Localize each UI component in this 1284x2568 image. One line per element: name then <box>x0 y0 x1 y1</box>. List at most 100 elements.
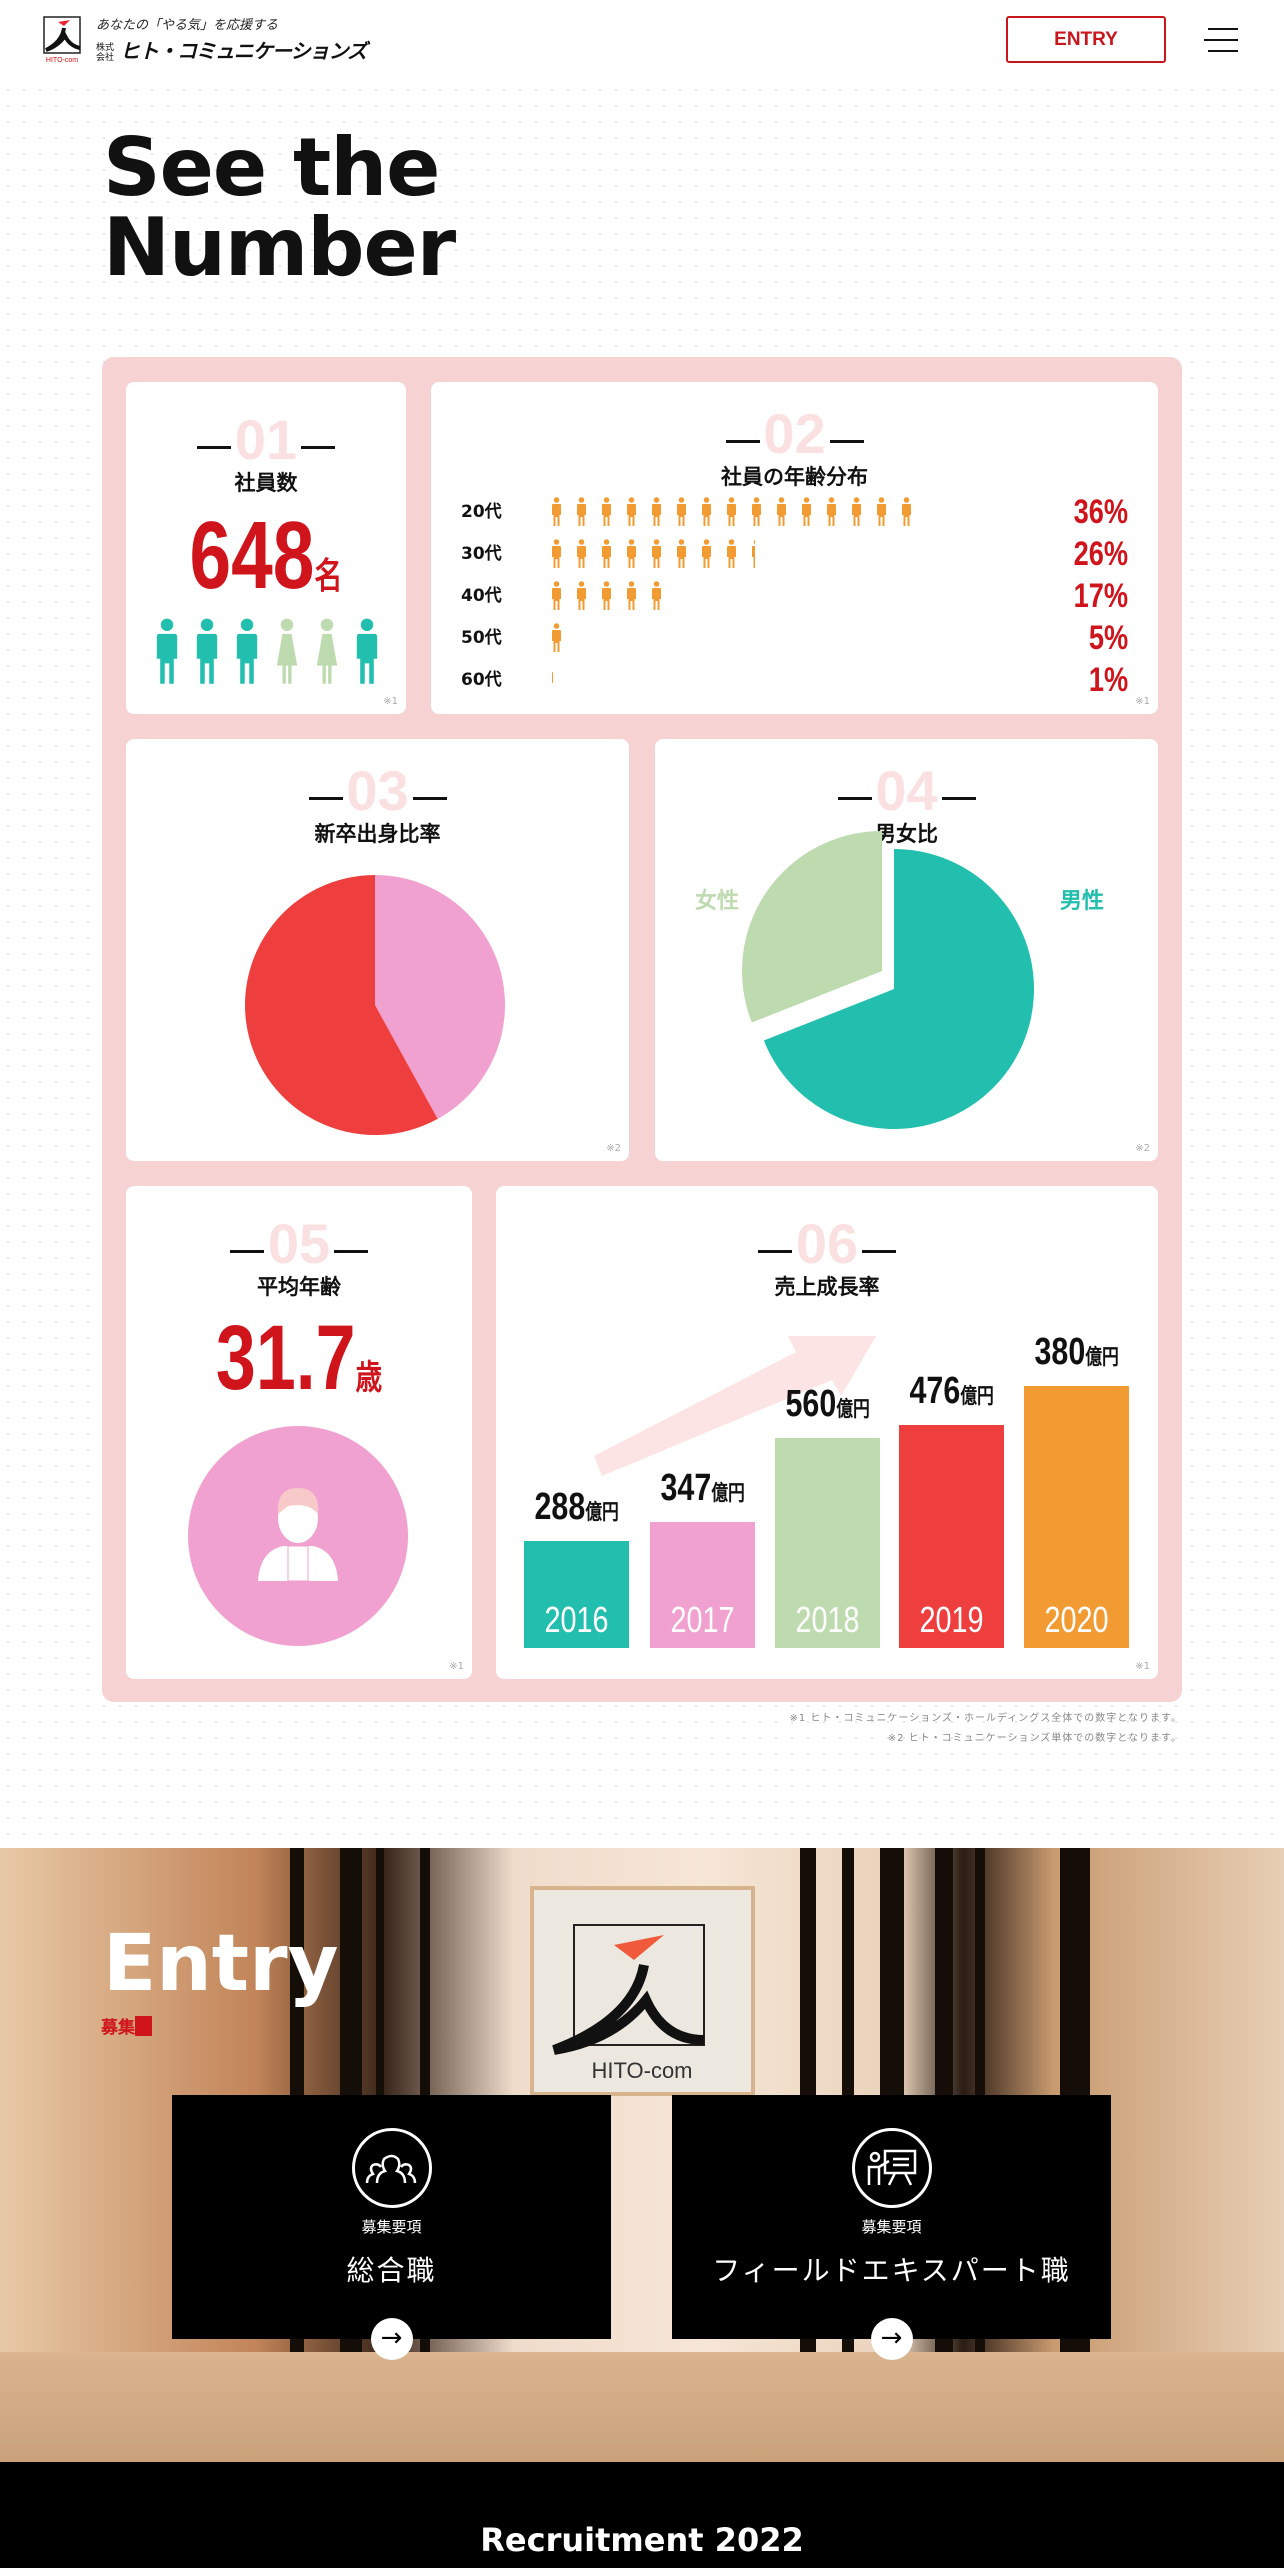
person-icons <box>547 497 1060 527</box>
person-icon <box>622 581 641 611</box>
bar-value-label: 476億円 <box>909 1370 994 1412</box>
person-icon <box>597 497 616 527</box>
card-title: 社員数 <box>234 471 298 495</box>
person-icon <box>747 539 755 569</box>
person-icons <box>547 581 1060 611</box>
page-title: See the Number <box>103 128 456 288</box>
bar-year-label: 2020 <box>1044 1599 1109 1640</box>
hito-logo-icon: HITO-com <box>43 16 81 64</box>
logo-text: HITO-com <box>46 57 78 64</box>
employee-figures <box>152 618 382 690</box>
bar-value-label: 560億円 <box>785 1383 870 1425</box>
person-icon <box>797 497 816 527</box>
person-icon <box>672 539 691 569</box>
unit-label: 歳 <box>355 1359 383 1397</box>
footer-text: Recruitment 2022 <box>480 2521 804 2559</box>
entry-title: Entry <box>103 1919 339 2009</box>
tagline: あなたの「やる気」を応援する <box>96 17 279 33</box>
person-icons <box>547 623 1079 653</box>
title-line-2: Number <box>103 201 456 294</box>
age-label: 30代 <box>461 544 502 564</box>
group-icon <box>351 2128 432 2208</box>
footnote-2: ※2 ヒト・コミュニケーションズ単体での数字となります。 <box>887 1733 1182 1744</box>
bar-year-label: 2019 <box>919 1599 984 1640</box>
pie-slice <box>375 875 506 1119</box>
card-heading: 03 新卒出身比率 <box>126 763 629 847</box>
bar-value-label: 380億円 <box>1034 1331 1119 1373</box>
female-figure-icon <box>272 618 302 690</box>
bar-year-label: 2018 <box>795 1599 860 1640</box>
card-caption: 募集要項 <box>361 2218 422 2236</box>
card-number: 04 <box>875 759 938 822</box>
hito-com-sign: HITO-com <box>530 1886 755 2096</box>
card-age-distribution: 02 社員の年齢分布 20代 36% 30代 26% 40代 17% 50代 5% 60代 1% … <box>431 382 1158 714</box>
unit-label: 名 <box>314 555 343 596</box>
growth-arrow-icon <box>594 1336 876 1476</box>
card-average-age: 05 平均年齢 31.7歳 ※1 <box>126 1186 472 1679</box>
general-position-card[interactable]: 募集要項 総合職 → <box>172 2095 611 2360</box>
male-label: 男性 <box>1060 889 1105 914</box>
card-gender-ratio: 04 男女比 女性 男性 ※2 <box>655 739 1158 1161</box>
female-figure-icon <box>312 618 342 690</box>
bar-year-label: 2016 <box>544 1599 609 1640</box>
age-label: 60代 <box>461 670 502 690</box>
pie-slice <box>742 831 882 1023</box>
age-row: 30代 26% <box>461 536 1128 572</box>
age-percent: 36% <box>1073 493 1128 531</box>
person-icon <box>672 497 691 527</box>
age-percent: 17% <box>1073 577 1128 615</box>
age-row: 60代 1% <box>461 662 1128 698</box>
male-figure-icon <box>352 618 382 690</box>
person-icon <box>572 581 591 611</box>
card-title: 新卒出身比率 <box>314 822 441 846</box>
person-icon <box>597 581 616 611</box>
person-icons <box>547 539 1060 569</box>
footnote-mark: ※2 <box>1135 1143 1150 1154</box>
bar-2017: 347億円 2017 <box>650 1467 755 1648</box>
person-icons <box>547 665 1079 695</box>
bar-2019: 476億円 2019 <box>899 1370 1004 1648</box>
company-logo[interactable]: HITO-com あなたの「やる気」を応援する 株式会社 ヒト・コミュニケーション… <box>40 16 367 64</box>
person-icon <box>622 497 641 527</box>
field-expert-position-card[interactable]: 募集要項 フィールドエキスパート職 → <box>672 2095 1111 2360</box>
card-heading: 06 売上成長率 <box>496 1216 1158 1300</box>
card-number: 01 <box>234 408 298 471</box>
footnote-mark: ※1 <box>1135 696 1150 707</box>
person-icon <box>722 539 741 569</box>
person-icon <box>772 497 791 527</box>
bar-2020: 380億円 2020 <box>1024 1331 1129 1648</box>
person-icon <box>572 539 591 569</box>
arrow-right-icon[interactable]: → <box>870 2318 913 2360</box>
footnote-mark: ※1 <box>383 696 398 707</box>
footnote-1: ※1 ヒト・コミュニケーションズ・ホールディングス全体での数字となります。 <box>789 1713 1182 1724</box>
person-icon <box>722 497 741 527</box>
entry-button[interactable]: ENTRY <box>1006 16 1166 63</box>
person-icon <box>647 581 666 611</box>
person-icon <box>647 539 666 569</box>
bar-value-label: 288億円 <box>534 1486 619 1528</box>
arrow-right-icon[interactable]: → <box>370 2318 413 2360</box>
person-icon <box>622 539 641 569</box>
hamburger-icon[interactable] <box>1204 28 1238 52</box>
gender-pie-chart <box>742 831 1034 1129</box>
person-icon <box>697 497 716 527</box>
new-grad-pie-chart <box>245 875 506 1135</box>
card-sales-growth: 06 売上成長率 288億円 2016 347億円 2017 560億円 2018 476億… <box>496 1186 1158 1679</box>
person-icon <box>747 497 766 527</box>
card-heading: 05 平均年齢 <box>126 1216 472 1300</box>
presenter-icon <box>851 2128 932 2208</box>
pie-slice <box>245 875 438 1135</box>
male-figure-icon <box>152 618 182 690</box>
age-percent: 1% <box>1088 661 1128 699</box>
person-icon <box>547 581 566 611</box>
person-icon <box>547 497 566 527</box>
card-employee-count: 01 社員数 648名 ※1 <box>126 382 406 714</box>
footnote-mark: ※1 <box>1135 1661 1150 1672</box>
site-header: HITO-com あなたの「やる気」を応援する 株式会社 ヒト・コミュニケーション… <box>0 0 1284 82</box>
card-label: フィールドエキスパート職 <box>712 2254 1071 2287</box>
card-number: 06 <box>795 1212 859 1275</box>
person-icon <box>897 497 916 527</box>
card-caption: 募集要項 <box>861 2218 922 2236</box>
card-heading: 02 社員の年齢分布 <box>431 406 1158 490</box>
card-number: 05 <box>267 1212 331 1275</box>
